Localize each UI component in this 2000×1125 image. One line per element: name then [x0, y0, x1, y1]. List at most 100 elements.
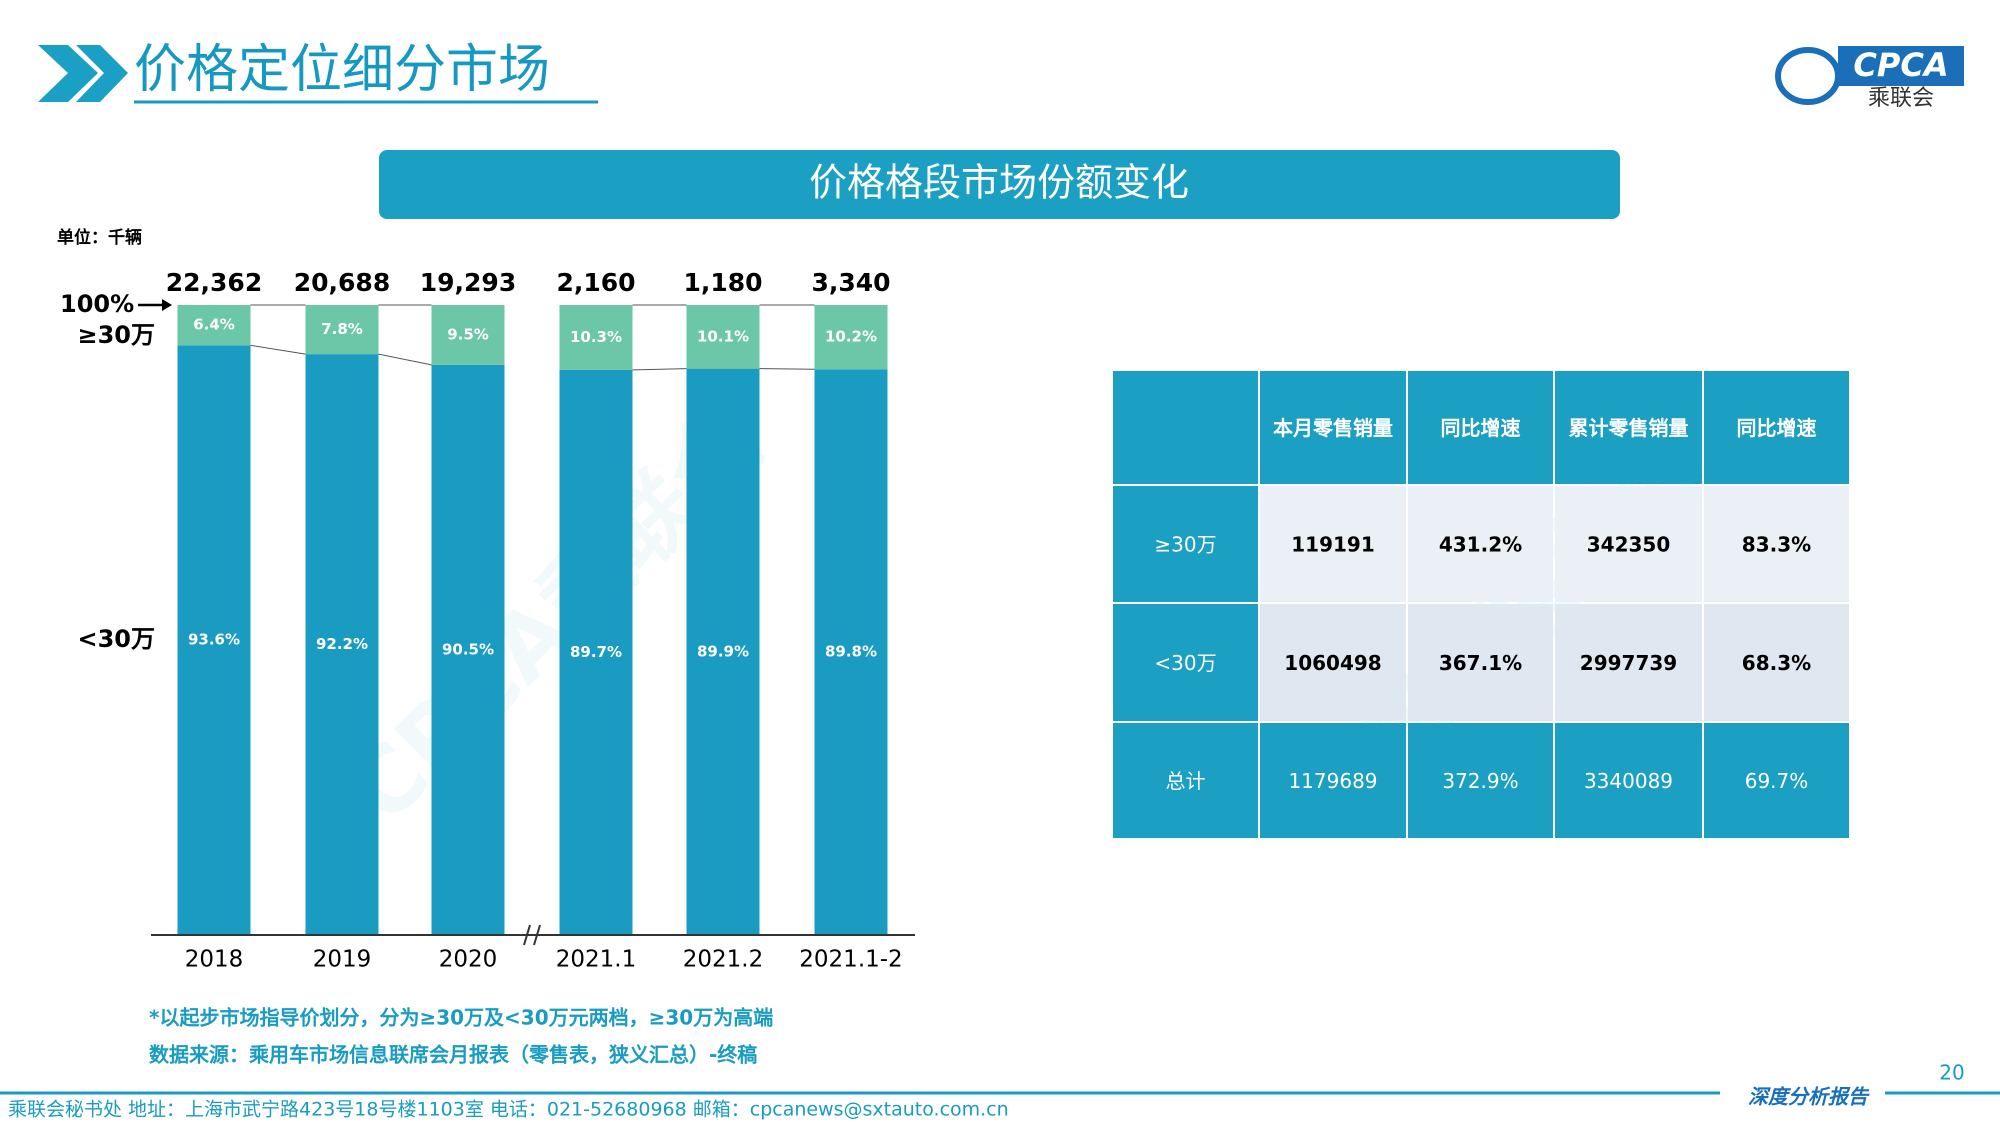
cell-text: 342350: [1587, 533, 1671, 557]
axis-break: [523, 924, 531, 946]
bar-segment: [686, 305, 760, 369]
banner-text: 价格格段市场份额变化: [809, 161, 1189, 205]
table-cell: [1704, 486, 1849, 602]
tick-arrowhead: [162, 299, 172, 311]
table-cell: [1113, 604, 1258, 721]
cell-text: 119191: [1291, 533, 1375, 557]
axis-break: [533, 924, 541, 946]
bar-segment: [814, 369, 888, 935]
bar-segment: [431, 364, 505, 936]
note: *以起步市场指导价划分，分为≥30万及<30万元两档，≥30万为高端: [149, 1006, 773, 1030]
table-cell: [1408, 371, 1553, 484]
cell-text: 同比增速: [1737, 416, 1817, 440]
y-tick-label: 100%: [60, 290, 134, 318]
bar-segment: [305, 354, 379, 935]
x-tick-label: 2021.1: [556, 947, 636, 973]
series-label: ≥30万: [77, 321, 155, 349]
value-label: 10.1%: [697, 327, 749, 345]
total-label: 3,340: [811, 268, 890, 297]
logo-mark: [1775, 47, 1841, 105]
unit-label: 单位：千辆: [57, 227, 142, 248]
logo-subtext: 乘联会: [1868, 86, 1934, 111]
value-label: 90.5%: [442, 640, 494, 658]
cell-text: ≥30万: [1154, 533, 1216, 557]
page-number: 20: [1939, 1061, 1964, 1085]
banner: [379, 150, 1620, 219]
cell-text: 3340089: [1584, 769, 1673, 793]
table-cell: [1704, 604, 1849, 721]
cell-text: 2997739: [1580, 651, 1677, 675]
value-label: 6.4%: [193, 316, 235, 334]
connector: [378, 353, 432, 366]
x-tick-label: 2020: [439, 947, 498, 973]
note: 数据来源：乘用车市场信息联席会月报表（零售表，狭义汇总）-终稿: [149, 1043, 757, 1067]
table-cell: [1260, 723, 1406, 838]
cell-text: 同比增速: [1441, 416, 1521, 440]
page-title: 价格定位细分市场: [134, 40, 550, 100]
cell-text: 367.1%: [1439, 651, 1522, 675]
bar-segment: [177, 305, 251, 346]
chart: 93.6% 6.4% 22,362 2018 92.2% 7.8% 20,688 2019 90…: [60, 268, 915, 973]
table-cell: [1260, 371, 1406, 484]
chevron: [76, 45, 128, 102]
series-label: <30万: [77, 625, 155, 653]
table-cell: [1260, 486, 1406, 602]
footer-text: 乘联会秘书处 地址：上海市武宁路423号18号楼1103室 电话：021-526…: [8, 1099, 1009, 1121]
cell-text: 累计零售销量: [1569, 416, 1689, 440]
cell-text: 431.2%: [1439, 533, 1522, 557]
cell-text: 372.9%: [1442, 769, 1518, 793]
table-cell: [1408, 723, 1553, 838]
table-cell: [1260, 604, 1406, 721]
value-label: 10.3%: [570, 328, 622, 346]
chevron: [38, 45, 98, 102]
value-label: 7.8%: [321, 320, 363, 338]
table-cell: [1113, 486, 1258, 602]
connector: [632, 368, 687, 371]
total-label: 22,362: [166, 268, 262, 297]
total-label: 20,688: [294, 268, 390, 297]
bar-segment: [814, 305, 888, 370]
x-tick-label: 2019: [313, 947, 372, 973]
table-cell: [1555, 486, 1702, 602]
table-cell: [1555, 371, 1702, 484]
value-label: 89.9%: [697, 642, 749, 660]
table-cell: [1408, 604, 1553, 721]
table-cell: [1113, 723, 1258, 838]
table-cell: [1555, 723, 1702, 838]
x-tick-label: 2021.1-2: [799, 947, 902, 973]
cell-text: 69.7%: [1745, 769, 1809, 793]
connector: [759, 368, 815, 370]
total-label: 1,180: [683, 268, 762, 297]
bar-segment: [686, 368, 760, 935]
table-cell: [1555, 604, 1702, 721]
table: 本月零售销量 同比增速 累计零售销量 同比增速 ≥30万 119191 431.2% 3423…: [1113, 371, 1849, 838]
cell-text: 83.3%: [1742, 533, 1811, 557]
value-label: 89.8%: [825, 643, 877, 661]
value-label: 9.5%: [447, 325, 489, 343]
logo-box: [1838, 46, 1964, 86]
bar-segment: [559, 369, 633, 935]
cell-text: 1179689: [1288, 769, 1377, 793]
value-label: 93.6%: [188, 631, 240, 649]
report-tag: 深度分析报告: [1748, 1085, 1870, 1109]
cell-text: 本月零售销量: [1273, 416, 1393, 440]
value-label: 89.7%: [570, 643, 622, 661]
total-label: 19,293: [420, 268, 516, 297]
total-label: 2,160: [556, 268, 635, 297]
bar-segment: [559, 305, 633, 370]
x-tick-label: 2021.2: [683, 947, 763, 973]
value-label: 10.2%: [825, 328, 877, 346]
cell-text: 1060498: [1284, 651, 1381, 675]
bar-segment: [177, 345, 251, 935]
table-cell: [1113, 371, 1258, 484]
x-tick-label: 2018: [185, 947, 244, 973]
connector: [250, 344, 306, 355]
cell-text: 总计: [1166, 769, 1206, 793]
table-cell: [1704, 723, 1849, 838]
cell-text: <30万: [1154, 651, 1216, 675]
table-cell: [1408, 486, 1553, 602]
cell-text: 68.3%: [1742, 651, 1811, 675]
logo-text: CPCA: [1853, 46, 1948, 84]
